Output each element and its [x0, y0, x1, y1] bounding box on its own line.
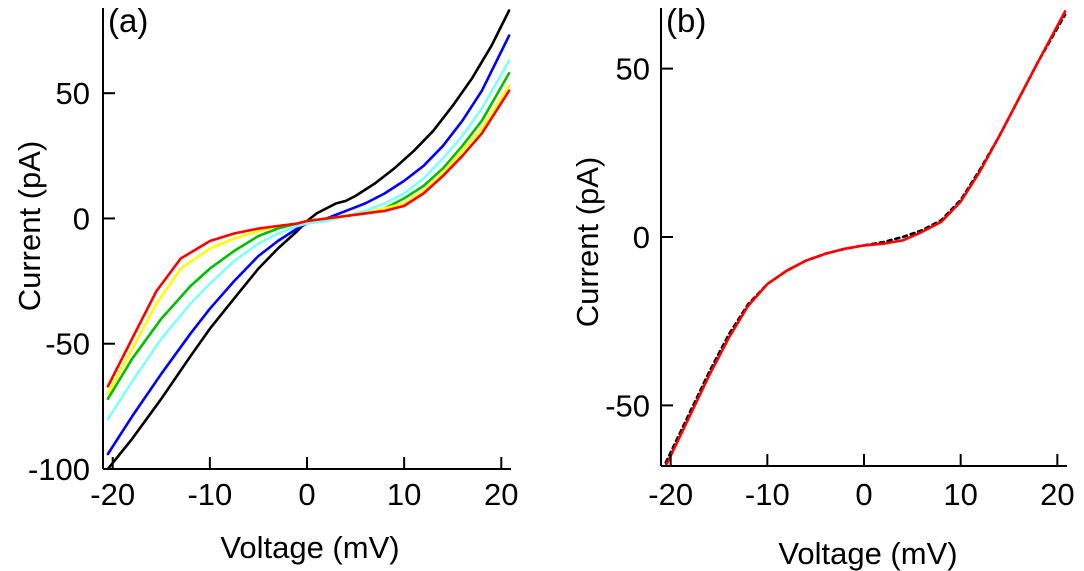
panel-a-series-line-4: [106, 71, 511, 401]
x-tick-label: -20: [648, 477, 693, 512]
x-tick-label: 20: [484, 477, 518, 512]
panel-b-series-line-2: [664, 10, 1067, 466]
x-tick-label: -10: [745, 477, 790, 512]
panel-b-label: (b): [666, 2, 706, 39]
x-tick-label: -10: [187, 477, 232, 512]
y-tick-label: 0: [73, 201, 90, 236]
y-tick-label: -50: [605, 388, 650, 423]
panel-a-x-axis-title: Voltage (mV): [220, 530, 399, 565]
panel-a-series-line-3: [106, 59, 511, 421]
panel-a-series-line-6: [106, 89, 511, 388]
y-tick-label: 50: [616, 52, 650, 87]
x-tick-label: 20: [1040, 477, 1074, 512]
panel-b-x-axis-title: Voltage (mV): [778, 536, 957, 571]
panel-b-series-line-1: [664, 13, 1067, 464]
panel-b-series-group: [664, 10, 1067, 466]
x-tick-label: 0: [298, 477, 315, 512]
x-tick-label: -20: [90, 477, 135, 512]
y-tick-label: -100: [28, 452, 90, 487]
x-tick-label: 10: [943, 477, 977, 512]
panel-a-series-line-5: [106, 84, 511, 396]
y-tick-label: -50: [45, 327, 90, 362]
y-tick-label: 50: [56, 76, 90, 111]
panel-b-axes: -20 -10 0 10 20 -50 0 50: [605, 8, 1075, 512]
panel-b-y-axis-title: Current (pA): [570, 157, 605, 328]
panel-a-series-group: [106, 9, 511, 469]
panel-a-series-line-2: [106, 34, 511, 456]
x-tick-label: 10: [387, 477, 421, 512]
panel-a-y-axis-title: Current (pA): [12, 141, 47, 312]
x-tick-label: 0: [855, 477, 872, 512]
y-tick-label: 0: [633, 220, 650, 255]
panel-a-label: (a): [108, 2, 148, 39]
panel-b-chart: (b) -20 -10 0 10 20 -50 0 50 Voltage (mV) Curre…: [570, 2, 1075, 571]
panel-a-series-line-1: [106, 9, 511, 469]
